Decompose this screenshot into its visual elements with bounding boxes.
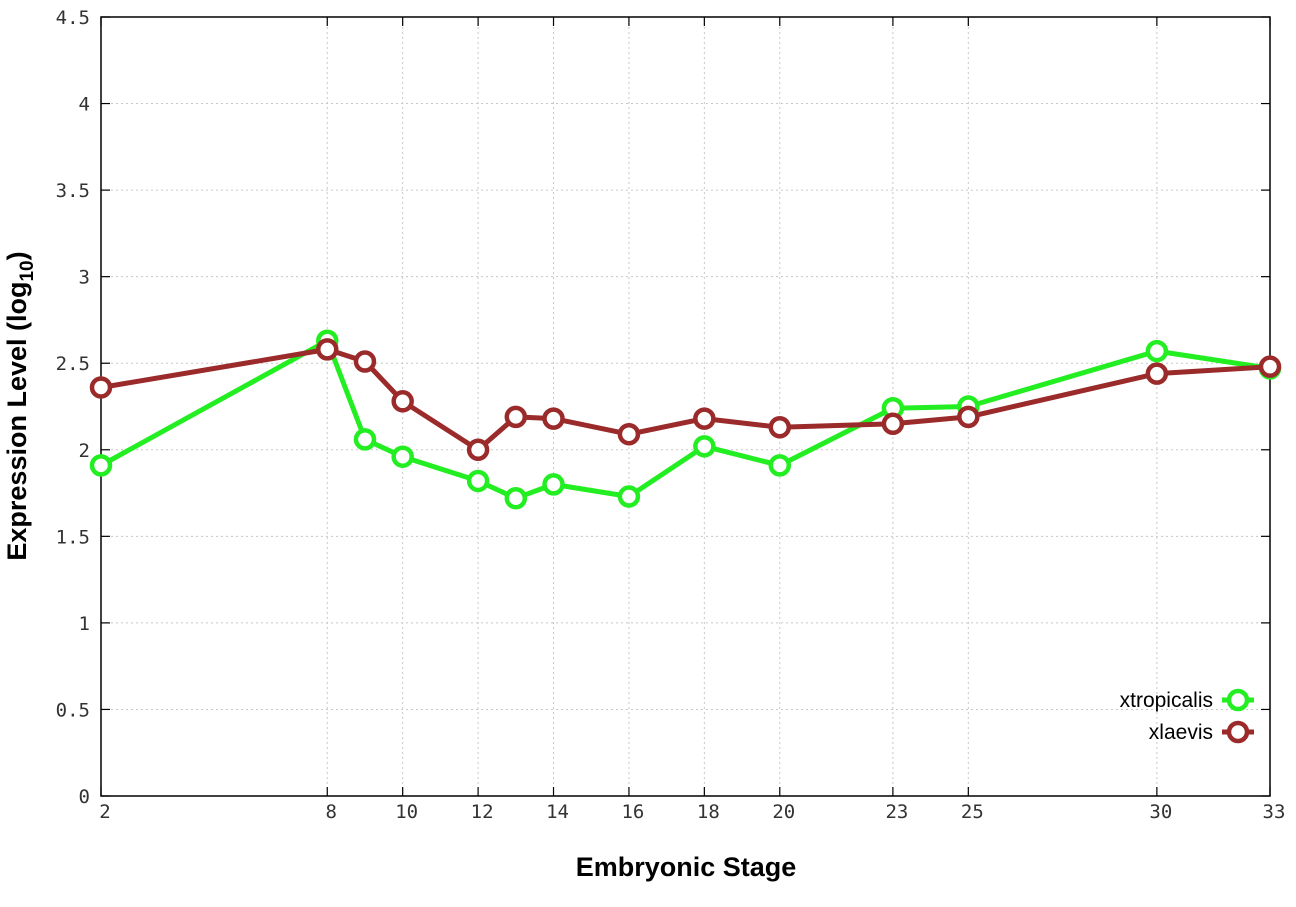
y-axis-title-close: ) — [2, 251, 32, 260]
y-tick-label: 2.5 — [56, 353, 90, 375]
data-point — [1145, 339, 1169, 363]
x-tick-label: 33 — [1263, 801, 1286, 823]
legend: xtropicalis xlaevis — [1120, 688, 1254, 744]
plot-frame — [100, 16, 1271, 797]
data-point — [504, 405, 528, 429]
y-tick-label: 0.5 — [56, 699, 90, 721]
data-point — [391, 445, 414, 468]
x-tick-label: 10 — [395, 801, 418, 823]
data-point — [466, 438, 490, 462]
y-tick-label: 1 — [79, 613, 90, 635]
legend-swatch-marker — [1226, 688, 1250, 712]
y-tick-label: 1.5 — [56, 526, 90, 548]
data-point — [881, 412, 905, 436]
axis-ticks: 0 0.5 1 1.5 2 2.5 3 3.5 4 4.5 2 8 10 12 14 16 18 20 23 25 30… — [56, 7, 1286, 823]
data-point — [617, 422, 641, 446]
data-point — [391, 390, 414, 413]
grid — [101, 17, 1270, 796]
y-tick-label: 3.5 — [56, 180, 90, 202]
legend-swatch-marker — [1226, 720, 1250, 744]
data-point — [542, 473, 565, 496]
data-point — [617, 485, 641, 508]
x-tick-label: 16 — [621, 801, 644, 823]
data-point — [353, 428, 377, 451]
x-tick-label: 8 — [326, 801, 337, 823]
series-xlaevis — [89, 338, 1282, 462]
data-point — [353, 350, 377, 373]
data-point — [957, 405, 980, 429]
data-point — [768, 416, 792, 439]
y-axis-title-main: Expression Level (log — [2, 282, 32, 561]
data-point — [542, 407, 565, 430]
x-tick-label: 30 — [1149, 801, 1172, 823]
data-point — [316, 338, 339, 361]
series-line — [100, 346, 1271, 453]
data-point — [693, 435, 716, 458]
legend-label: xtropicalis — [1120, 689, 1213, 712]
y-tick-label: 0 — [79, 786, 90, 808]
data-point — [504, 486, 528, 510]
x-tick-label: 20 — [772, 801, 795, 823]
data-point — [1258, 355, 1282, 378]
data-point — [89, 454, 113, 477]
data-point — [1145, 362, 1169, 385]
x-axis-title: Embryonic Stage — [576, 852, 797, 882]
y-axis-title-subscript: 10 — [17, 260, 38, 281]
y-axis-title: Expression Level (log10) — [2, 251, 38, 560]
data-point — [693, 407, 716, 430]
x-tick-label: 14 — [546, 801, 569, 823]
series-line — [99, 338, 1271, 501]
y-tick-label: 2 — [79, 440, 90, 462]
data-point — [768, 454, 792, 477]
y-tick-label: 4 — [79, 94, 90, 116]
y-tick-label: 3 — [79, 267, 90, 289]
x-tick-label: 12 — [471, 801, 494, 823]
x-tick-label: 18 — [697, 801, 720, 823]
x-tick-label: 2 — [99, 801, 110, 823]
y-tick-label: 4.5 — [56, 7, 90, 29]
data-point — [466, 469, 490, 493]
legend-label: xlaevis — [1149, 721, 1213, 744]
x-tick-label: 23 — [885, 801, 908, 823]
x-tick-label: 25 — [961, 801, 984, 823]
data-point — [89, 376, 113, 399]
series-layer — [89, 329, 1282, 510]
